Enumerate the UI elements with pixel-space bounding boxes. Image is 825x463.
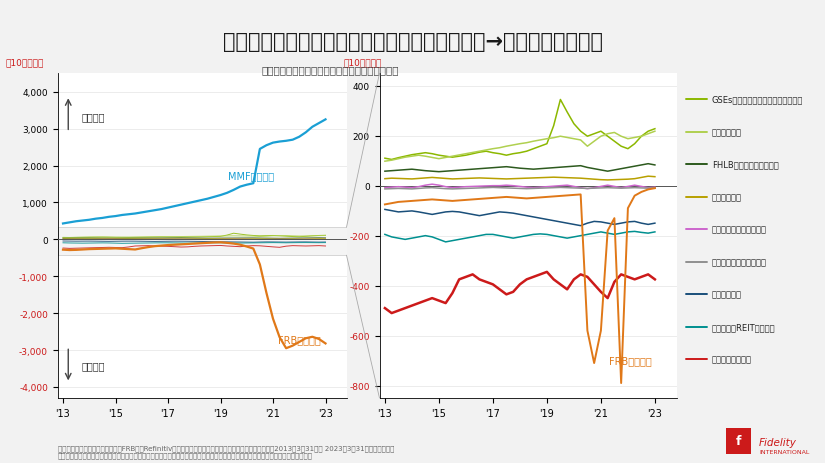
- Text: 翌日物資金貸借市場における主なプレーヤー（→ネット・ベース）: 翌日物資金貸借市場における主なプレーヤー（→ネット・ベース）: [223, 32, 602, 52]
- Text: INTERNATIONAL: INTERNATIONAL: [759, 449, 809, 454]
- Text: 銀行（レポ）: 銀行（レポ）: [712, 193, 742, 202]
- Bar: [58, 228, 346, 256]
- Text: Fidelity: Fidelity: [759, 437, 797, 447]
- Text: FHLB（フェドファンズ）: FHLB（フェドファンズ）: [712, 160, 779, 169]
- Text: （出所）米連邦準備制度理事会（FRB）、Refinitiv、フィデリティ・インスティテュート。（注）期間：2013年3月31日～ 2023年3月31日、四半期次: （出所）米連邦準備制度理事会（FRB）、Refinitiv、フィデリティ・インス…: [58, 444, 394, 458]
- Text: 外銀（フェドファンズ）: 外銀（フェドファンズ）: [712, 257, 767, 267]
- Text: レポ市場・フェデラルファンド市場のネット残高: レポ市場・フェデラルファンド市場のネット残高: [262, 65, 398, 75]
- Text: f: f: [736, 434, 741, 448]
- Text: （10億ドル）: （10億ドル）: [344, 59, 382, 68]
- Text: 銀行（フェドファンズ）: 銀行（フェドファンズ）: [712, 225, 767, 234]
- Text: MMF（レポ）: MMF（レポ）: [229, 170, 275, 181]
- Text: 外銀（レポ）: 外銀（レポ）: [712, 290, 742, 299]
- Text: モーゲージREIT（レポ）: モーゲージREIT（レポ）: [712, 322, 776, 332]
- Text: FRB（レポ）: FRB（レポ）: [609, 356, 652, 366]
- Text: GSEs（レポとフェドファンズ両方）: GSEs（レポとフェドファンズ両方）: [712, 95, 804, 105]
- Text: 資金運用: 資金運用: [82, 112, 105, 121]
- Text: 証券会社（レポ）: 証券会社（レポ）: [712, 355, 752, 364]
- Text: 海外（レポ）: 海外（レポ）: [712, 128, 742, 137]
- Text: 資金調達: 資金調達: [82, 360, 105, 370]
- Text: （10億ドル）: （10億ドル）: [6, 59, 45, 68]
- Text: FRB（レポ）: FRB（レポ）: [278, 334, 321, 344]
